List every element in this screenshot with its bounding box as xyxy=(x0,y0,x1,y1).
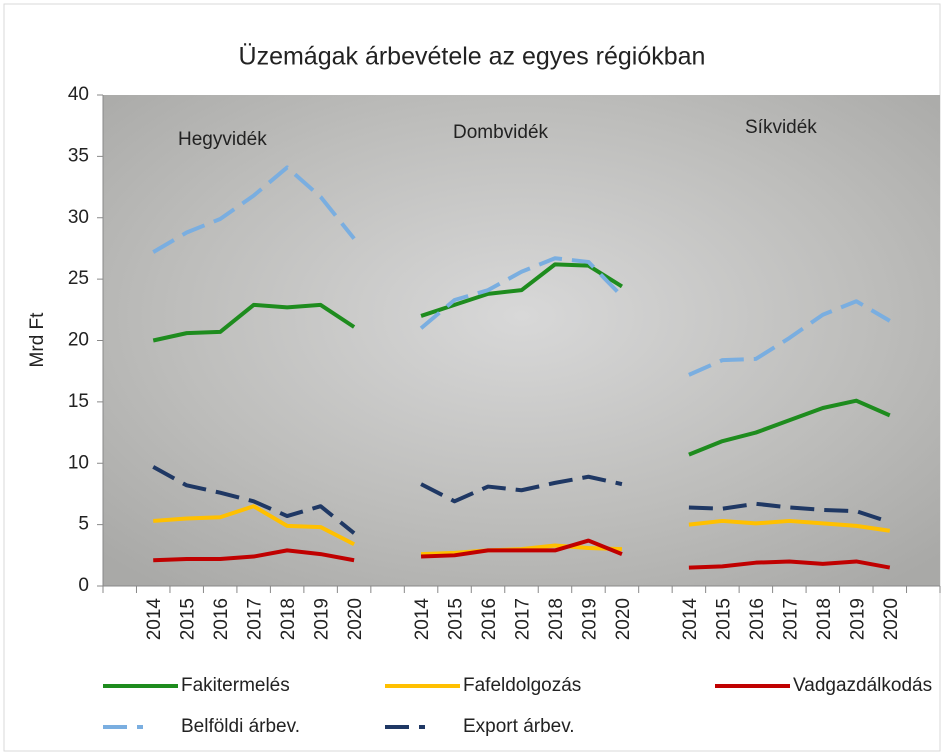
y-tick-label: 0 xyxy=(78,575,89,596)
y-tick-label: 10 xyxy=(68,452,89,473)
series-line xyxy=(153,538,891,570)
x-tick-label: 2018 xyxy=(814,598,835,640)
y-tick-label: 5 xyxy=(78,514,89,535)
x-tick-label: 2015 xyxy=(446,598,467,640)
y-axis-label: Mrd Ft xyxy=(27,312,48,368)
chart-title: Üzemágak árbevétele az egyes régiókban xyxy=(239,43,706,71)
x-tick-label: 2017 xyxy=(513,598,534,640)
series-line xyxy=(152,165,891,377)
x-tick-label: 2016 xyxy=(211,598,232,640)
legend-label: Export árbev. xyxy=(463,716,575,737)
annotation: Hegyvidék xyxy=(178,129,267,150)
legend-label: Belföldi árbev. xyxy=(181,716,300,737)
y-tick-label: 15 xyxy=(68,391,89,412)
x-tick-label: 2016 xyxy=(747,598,768,640)
x-tick-label: 2016 xyxy=(479,598,500,640)
x-tick-label: 2018 xyxy=(278,598,299,640)
series-line xyxy=(152,465,891,535)
x-tick-label: 2017 xyxy=(780,598,801,640)
x-tick-label: 2014 xyxy=(144,598,165,641)
x-tick-label: 2020 xyxy=(613,598,634,640)
legend-label: Fakitermelés xyxy=(181,675,290,696)
y-tick-label: 20 xyxy=(68,330,89,351)
legend-label: Vadgazdálkodás xyxy=(793,675,932,696)
plot-background xyxy=(103,95,940,586)
x-tick-label: 2015 xyxy=(713,598,734,640)
x-tick-label: 2019 xyxy=(312,598,333,640)
x-tick-label: 2014 xyxy=(412,598,433,641)
x-tick-label: 2020 xyxy=(345,598,366,640)
y-tick-label: 30 xyxy=(68,207,89,228)
y-tick-label: 40 xyxy=(68,84,89,105)
series-line xyxy=(152,262,891,457)
y-tick-label: 25 xyxy=(68,268,89,289)
annotation: Síkvidék xyxy=(745,117,817,138)
legend-label: Fafeldolgozás xyxy=(463,675,581,696)
x-tick-label: 2019 xyxy=(579,598,600,640)
annotation: Dombvidék xyxy=(453,122,549,143)
x-tick-label: 2019 xyxy=(847,598,868,640)
x-tick-label: 2020 xyxy=(881,598,902,640)
x-tick-label: 2018 xyxy=(546,598,567,640)
x-tick-label: 2014 xyxy=(680,598,701,641)
x-tick-label: 2017 xyxy=(245,598,266,640)
y-tick-label: 35 xyxy=(68,145,89,166)
x-tick-label: 2015 xyxy=(178,598,199,640)
